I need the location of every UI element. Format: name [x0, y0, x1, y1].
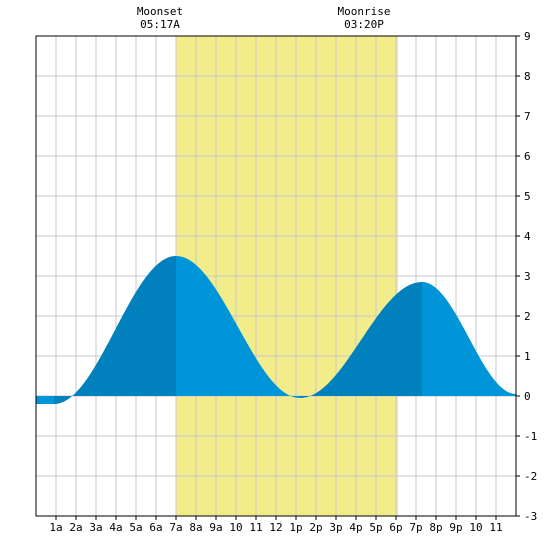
axes: 1a 2a 3a 4a 5a 6a 7a 8a 9a 10 11 12 1p 2p 3p 4p 5p 6p 7p 8p… — [35, 30, 537, 534]
y-tick-label: 6 — [524, 150, 531, 163]
x-tick-label: 8a — [189, 521, 202, 534]
x-tick-label: 4p — [349, 521, 362, 534]
x-tick-label: 7a — [169, 521, 182, 534]
y-tick-label: -1 — [524, 430, 537, 443]
y-tick-label: -2 — [524, 470, 537, 483]
tide-area-rising — [54, 256, 176, 404]
x-tick-label: 1p — [289, 521, 302, 534]
x-tick-label: 9a — [209, 521, 222, 534]
y-tick-label: 9 — [524, 30, 531, 43]
moonrise-title: Moonrise — [337, 5, 391, 18]
x-tick-label: 2p — [309, 521, 322, 534]
x-tick-label: 6a — [149, 521, 162, 534]
x-tick-label: 1a — [49, 521, 62, 534]
y-tick-label: 0 — [524, 390, 531, 403]
moonset-time: 05:17A — [140, 18, 180, 31]
x-tick-label: 10 — [229, 521, 242, 534]
x-tick-label: 3a — [89, 521, 102, 534]
tide-area-falling — [176, 256, 300, 398]
y-tick-label: -3 — [524, 510, 537, 523]
x-tick-label: 2a — [69, 521, 82, 534]
y-tick-label: 1 — [524, 350, 531, 363]
x-tick-label: 8p — [429, 521, 442, 534]
tide-area-falling — [36, 396, 54, 404]
x-tick-label: 10 — [469, 521, 482, 534]
y-tick-label: 2 — [524, 310, 531, 323]
moonrise-label: Moonrise 03:20P — [324, 5, 404, 31]
moonrise-time: 03:20P — [344, 18, 384, 31]
x-tick-label: 11 — [489, 521, 502, 534]
y-tick-label: 7 — [524, 110, 531, 123]
x-tick-label: 3p — [329, 521, 342, 534]
tide-area-falling — [422, 282, 516, 396]
grid — [36, 36, 516, 516]
y-tick-label: 8 — [524, 70, 531, 83]
moonset-label: Moonset 05:17A — [120, 5, 200, 31]
x-tick-label: 4a — [109, 521, 122, 534]
x-tick-label: 7p — [409, 521, 422, 534]
y-tick-label: 3 — [524, 270, 531, 283]
x-tick-label: 6p — [389, 521, 402, 534]
x-tick-label: 11 — [249, 521, 262, 534]
x-tick-label: 9p — [449, 521, 462, 534]
moonset-title: Moonset — [136, 5, 184, 18]
tide-area-rising — [300, 282, 422, 398]
tide-area — [36, 256, 516, 404]
x-tick-label: 12 — [269, 521, 282, 534]
y-tick-label: 4 — [524, 230, 531, 243]
x-tick-label: 5a — [129, 521, 142, 534]
x-tick-label: 5p — [369, 521, 382, 534]
y-tick-label: 5 — [524, 190, 531, 203]
